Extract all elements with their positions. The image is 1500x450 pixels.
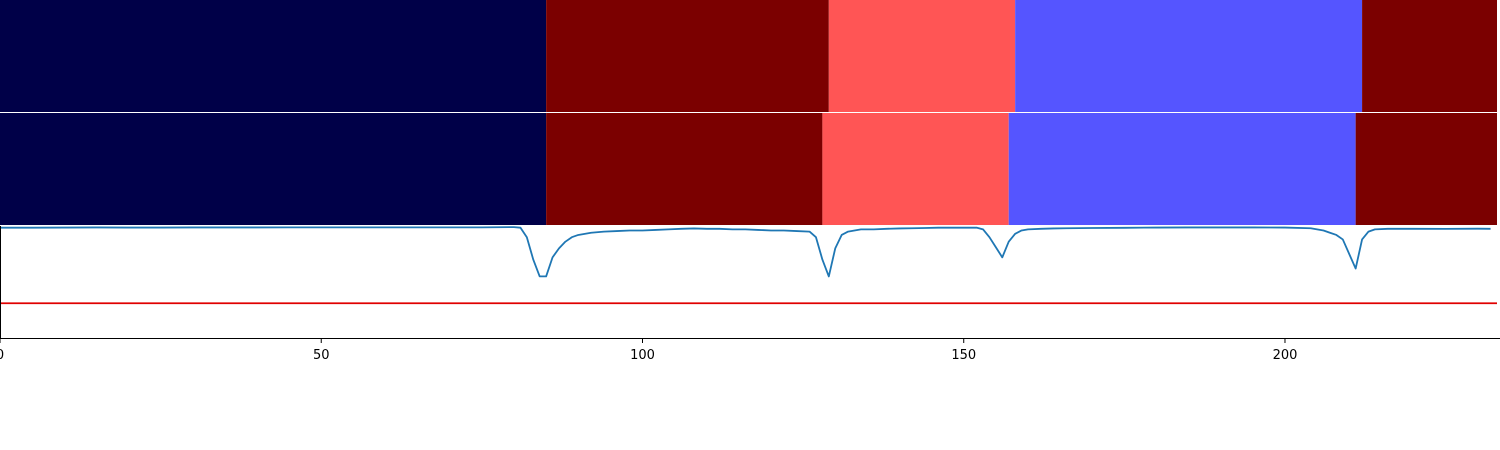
- line-panel: [0, 226, 1500, 339]
- heatmap-row-1-segment: [1362, 0, 1497, 112]
- heatmap-row-1-segment: [546, 0, 829, 112]
- heatmap-row-2-segment: [1355, 113, 1497, 225]
- x-tick-label: 100: [630, 348, 655, 363]
- heatmap-row-2-segment: [1008, 113, 1356, 225]
- x-tick-label: 0: [0, 348, 4, 363]
- heatmap-row-2-segment: [822, 113, 1009, 225]
- heatmap-row-1: [0, 0, 1497, 112]
- x-axis: 0 50 100 150 200: [0, 338, 1297, 363]
- heatmap-row-2: [0, 113, 1497, 225]
- x-tick-label: 150: [951, 348, 976, 363]
- heatmap-row-2-segment: [546, 113, 823, 225]
- heatmap-row-1-segment: [828, 0, 1016, 112]
- heatmap-row-1-segment: [1015, 0, 1363, 112]
- series-line: [0, 226, 1491, 278]
- heatmap-row-1-segment: [0, 0, 547, 112]
- x-tick-label: 200: [1273, 348, 1298, 363]
- x-tick-label: 50: [313, 348, 330, 363]
- heatmap-row-2-segment: [0, 113, 547, 225]
